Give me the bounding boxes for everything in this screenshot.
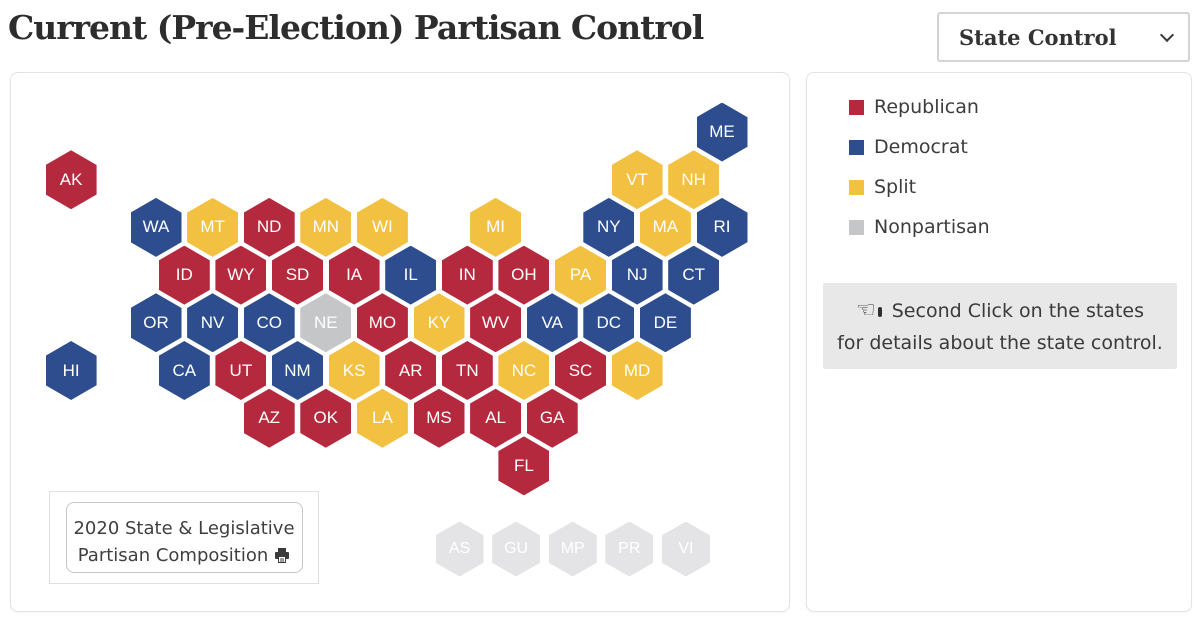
state-hex-ri[interactable]: RI	[696, 197, 748, 257]
state-hex-nc[interactable]: NC	[498, 341, 550, 400]
state-hex-ks[interactable]: KS	[328, 341, 380, 400]
print-composition-button[interactable]: 2020 State & Legislative Partisan Compos…	[65, 502, 303, 573]
state-hex-ms[interactable]: MS	[413, 388, 465, 448]
state-hex-ct[interactable]: CT	[668, 245, 720, 305]
state-hex-in[interactable]: IN	[441, 245, 493, 305]
pointing-hand-icon: ☜	[856, 298, 876, 324]
territory-hex-vi: VI	[661, 521, 710, 577]
state-hex-or[interactable]: OR	[130, 293, 182, 353]
state-hex-md[interactable]: MD	[611, 341, 663, 400]
territory-hex-gu: GU	[492, 521, 541, 577]
legend-item-nonpartisan: Nonpartisan	[807, 207, 1191, 247]
print-control-box: 2020 State & Legislative Partisan Compos…	[49, 491, 319, 584]
state-hex-nv[interactable]: NV	[187, 293, 239, 353]
state-hex-ia[interactable]: IA	[328, 245, 380, 305]
democrat-swatch-icon	[849, 139, 864, 155]
info-box: ☜ Second Click on the states for details …	[823, 283, 1177, 369]
state-hex-wy[interactable]: WY	[215, 245, 267, 305]
state-hex-de[interactable]: DE	[639, 293, 691, 353]
state-hex-nm[interactable]: NM	[272, 341, 323, 400]
territory-hex-pr: PR	[605, 521, 654, 577]
state-hex-va[interactable]: VA	[526, 293, 578, 353]
state-hex-mn[interactable]: MN	[300, 197, 352, 257]
printer-icon	[275, 547, 290, 563]
state-hex-fl[interactable]: FL	[498, 436, 550, 496]
state-hex-wi[interactable]: WI	[356, 197, 408, 257]
state-hex-ar[interactable]: AR	[385, 341, 437, 400]
legend-list: Republican Democrat Split Nonpartisan	[807, 73, 1191, 247]
state-hex-oh[interactable]: OH	[498, 245, 550, 305]
state-hex-mo[interactable]: MO	[356, 293, 408, 353]
state-hex-sd[interactable]: SD	[272, 245, 323, 305]
state-hex-la[interactable]: LA	[356, 388, 408, 448]
state-hex-ny[interactable]: NY	[583, 197, 635, 257]
page-title: Current (Pre-Election) Partisan Control	[8, 8, 704, 47]
click-bar-icon	[877, 307, 882, 318]
state-hex-nh[interactable]: NH	[668, 150, 720, 210]
info-text-line1: Second Click on the states	[891, 300, 1144, 323]
state-hex-id[interactable]: ID	[158, 245, 210, 305]
dropdown-selected-value: State Control	[959, 24, 1117, 50]
state-control-dropdown[interactable]: State Control	[937, 12, 1190, 62]
legend-label: Split	[874, 176, 917, 198]
nonpartisan-swatch-icon	[849, 219, 864, 235]
legend-label: Nonpartisan	[874, 216, 990, 238]
state-hex-mi[interactable]: MI	[470, 197, 522, 257]
state-hex-dc[interactable]: DC	[583, 293, 635, 353]
state-hex-pa[interactable]: PA	[555, 245, 606, 305]
state-hex-nj[interactable]: NJ	[611, 245, 663, 305]
legend-item-democrat: Democrat	[807, 127, 1191, 167]
territory-hex-mp: MP	[548, 521, 597, 577]
print-button-line1: 2020 State & Legislative	[73, 518, 295, 540]
state-hex-hi[interactable]: HI	[45, 341, 97, 400]
split-swatch-icon	[849, 179, 864, 195]
state-hex-ma[interactable]: MA	[639, 197, 691, 257]
state-hex-wa[interactable]: WA	[130, 197, 182, 257]
state-hex-ga[interactable]: GA	[526, 388, 578, 448]
state-hex-co[interactable]: CO	[243, 293, 295, 353]
hex-map-panel: ME VT NH AK WA MT ND MN WI MI NY MA RI ID WY SD IA IL IN OH…	[10, 72, 790, 612]
hex-map: ME VT NH AK WA MT ND MN WI MI NY MA RI ID WY SD IA IL IN OH…	[11, 73, 789, 611]
print-button-line2: Partisan Composition	[77, 544, 269, 566]
state-hex-tn[interactable]: TN	[441, 341, 493, 400]
state-hex-me[interactable]: ME	[696, 102, 748, 162]
state-hex-sc[interactable]: SC	[555, 341, 606, 400]
state-hex-vt[interactable]: VT	[611, 150, 663, 210]
state-hex-ut[interactable]: UT	[215, 341, 267, 400]
state-hex-az[interactable]: AZ	[243, 388, 295, 448]
republican-swatch-icon	[849, 99, 864, 115]
state-hex-il[interactable]: IL	[385, 245, 437, 305]
legend-item-split: Split	[807, 167, 1191, 207]
state-hex-ak[interactable]: AK	[45, 150, 97, 210]
state-hex-nd[interactable]: ND	[243, 197, 295, 257]
state-hex-wv[interactable]: WV	[470, 293, 522, 353]
legend-item-republican: Republican	[807, 87, 1191, 127]
legend-panel: Republican Democrat Split Nonpartisan ☜ Seco…	[806, 72, 1192, 612]
info-text-line2: for details about the state control.	[837, 332, 1163, 355]
info-text: ☜ Second Click on the states for details …	[829, 293, 1171, 359]
state-hex-mt[interactable]: MT	[187, 197, 239, 257]
legend-label: Republican	[874, 96, 979, 118]
state-hex-ky[interactable]: KY	[413, 293, 465, 353]
state-hex-ok[interactable]: OK	[300, 388, 352, 448]
state-hex-ne[interactable]: NE	[300, 293, 352, 353]
chevron-down-icon	[1159, 27, 1175, 42]
state-hex-ca[interactable]: CA	[158, 341, 210, 400]
legend-label: Democrat	[874, 136, 968, 158]
state-hex-al[interactable]: AL	[470, 388, 522, 448]
territory-hex-as: AS	[435, 521, 484, 577]
